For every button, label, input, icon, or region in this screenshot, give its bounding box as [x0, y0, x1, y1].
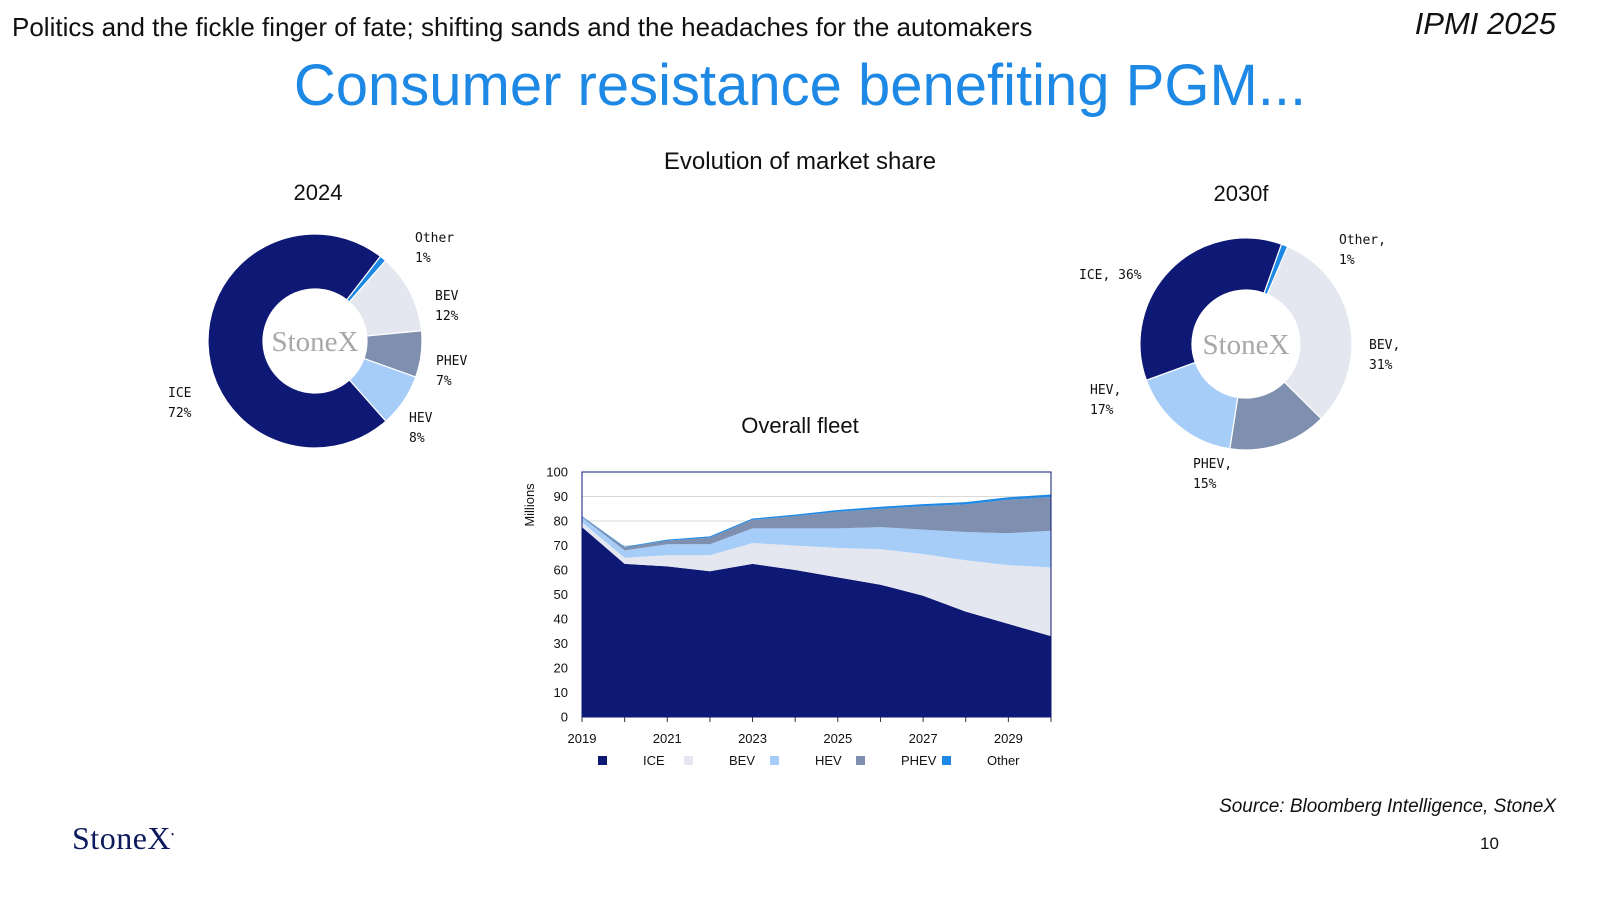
- donut-2030-watermark: StoneX: [1203, 329, 1290, 361]
- donut-2024-watermark: StoneX: [272, 326, 359, 358]
- fleet-legend-swatch-hev: [770, 756, 779, 765]
- fleet-y-tick-label: 100: [546, 465, 568, 480]
- donut-2030-slice-bev: [1266, 245, 1353, 420]
- fleet-legend-swatch-ice: [598, 756, 607, 765]
- page-number: 10: [1480, 834, 1499, 853]
- donut-2024-slice-hev: [348, 357, 417, 422]
- fleet-x-tick-label: 2025: [823, 731, 852, 746]
- fleet-y-tick-label: 30: [554, 636, 568, 651]
- fleet-y-tick-label: 0: [561, 710, 568, 725]
- fleet-y-tick-label: 20: [554, 661, 568, 676]
- fleet-legend-label-ice: ICE: [643, 753, 665, 768]
- slide-title: Consumer resistance benefiting PGM...: [293, 53, 1307, 118]
- fleet-y-tick-label: 40: [554, 612, 568, 627]
- fleet-area-bev: [582, 522, 1051, 637]
- fleet-x-tick-label: 2027: [909, 731, 938, 746]
- donut-2030-label-hev: HEV, 17%: [1090, 383, 1122, 418]
- fleet-y-axis-label: Millions: [522, 483, 537, 527]
- donut-2024-label-bev: BEV 12%: [435, 289, 459, 324]
- donut-2024-slice-ice: [207, 233, 387, 449]
- donut-2030-label-phev: PHEV, 15%: [1193, 457, 1233, 492]
- fleet-chart-title: Overall fleet: [741, 413, 859, 438]
- fleet-area-phev: [582, 496, 1051, 551]
- fleet-area-ice: [582, 527, 1051, 717]
- donut-2024-label-other: Other 1%: [415, 231, 455, 266]
- presentation-subtitle: Politics and the fickle finger of fate; …: [12, 12, 1033, 42]
- fleet-y-tick-label: 70: [554, 538, 568, 553]
- fleet-legend-label-bev: BEV: [729, 753, 755, 768]
- fleet-legend-label-other: Other: [987, 753, 1020, 768]
- fleet-y-tick-label: 60: [554, 563, 568, 578]
- fleet-area-chart: 0 10 20 30 40 50 60 70 80 90 100 2019 2021 2023 2025 20…: [522, 465, 1052, 768]
- fleet-x-tick-label: 2023: [738, 731, 767, 746]
- fleet-area-hev: [582, 517, 1051, 568]
- donut-2024-label-phev: PHEV 7%: [436, 354, 468, 389]
- donut-2030-label-ice: ICE, 36%: [1079, 268, 1142, 283]
- donut-2030-slice-hev: [1145, 361, 1239, 450]
- donut-2024-label-hev: HEV 8%: [409, 411, 433, 446]
- donut-2024-title: 2024: [293, 180, 343, 205]
- fleet-y-tick-label: 90: [554, 489, 568, 504]
- donut-chart-2030: StoneX: [1139, 237, 1353, 451]
- fleet-y-tick-label: 10: [554, 685, 568, 700]
- fleet-y-tick-label: 50: [554, 587, 568, 602]
- fleet-legend-label-hev: HEV: [815, 753, 842, 768]
- stonex-logo: StoneX•: [72, 820, 175, 856]
- fleet-x-tick-label: 2021: [653, 731, 682, 746]
- fleet-legend-label-phev: PHEV: [901, 753, 937, 768]
- donut-2030-title: 2030f: [1213, 181, 1269, 206]
- donut-2030-label-other: Other, 1%: [1339, 233, 1386, 268]
- fleet-area-other: [582, 494, 1051, 548]
- section-title: Evolution of market share: [663, 148, 937, 175]
- fleet-x-tick-label: 2029: [994, 731, 1023, 746]
- donut-chart-2024: StoneX: [207, 233, 423, 449]
- fleet-y-tick-label: 80: [554, 514, 568, 529]
- fleet-legend-swatch-bev: [684, 756, 693, 765]
- donut-2030-slice-ice: [1139, 237, 1283, 382]
- source-note: Source: Bloomberg Intelligence, StoneX: [1219, 796, 1556, 817]
- fleet-x-tick-label: 2019: [568, 731, 597, 746]
- fleet-plot-frame: [581, 471, 1052, 718]
- fleet-legend-swatch-phev: [856, 756, 865, 765]
- fleet-legend-swatch-other: [942, 756, 951, 765]
- conference-label: IPMI 2025: [1414, 6, 1556, 41]
- donut-2030-label-bev: BEV, 31%: [1369, 338, 1401, 373]
- donut-2024-label-ice: ICE 72%: [168, 386, 192, 421]
